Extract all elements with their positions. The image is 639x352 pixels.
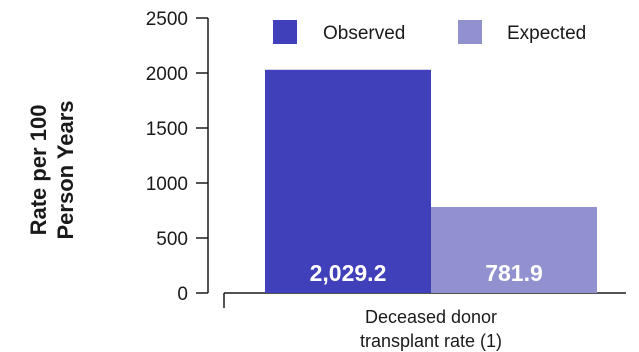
y-tick-label: 2000 [146, 64, 188, 85]
legend-label: Observed [323, 23, 405, 44]
x-category-label-line: Deceased donor [365, 307, 497, 327]
legend-label: Expected [507, 23, 586, 44]
y-tick-label: 0 [177, 284, 188, 305]
bar-value-label: 2,029.2 [310, 260, 387, 286]
y-tick-label: 1500 [146, 119, 188, 140]
y-tick-label: 2500 [146, 9, 188, 30]
bar-observed [265, 69, 431, 294]
x-category-label-line: transplant rate (1) [360, 331, 502, 351]
y-axis-title-line-1: Rate per 100 [26, 105, 51, 236]
y-tick-label: 1000 [146, 174, 188, 195]
legend-swatch [458, 20, 482, 44]
y-axis: 0 500 1000 1500 2000 2500 [146, 9, 209, 305]
y-axis-title-line-2: Person Years [53, 100, 78, 239]
bar-value-label: 781.9 [485, 260, 543, 286]
bar-expected [431, 206, 597, 293]
y-tick-label: 500 [156, 229, 188, 250]
legend-swatch [273, 20, 297, 44]
y-axis-title: Rate per 100 Person Years [26, 100, 78, 239]
bars-group: 2,029.2 781.9 [265, 69, 597, 294]
x-axis: Deceased donor transplant rate (1) [223, 292, 626, 351]
legend: Observed Expected [273, 20, 586, 44]
